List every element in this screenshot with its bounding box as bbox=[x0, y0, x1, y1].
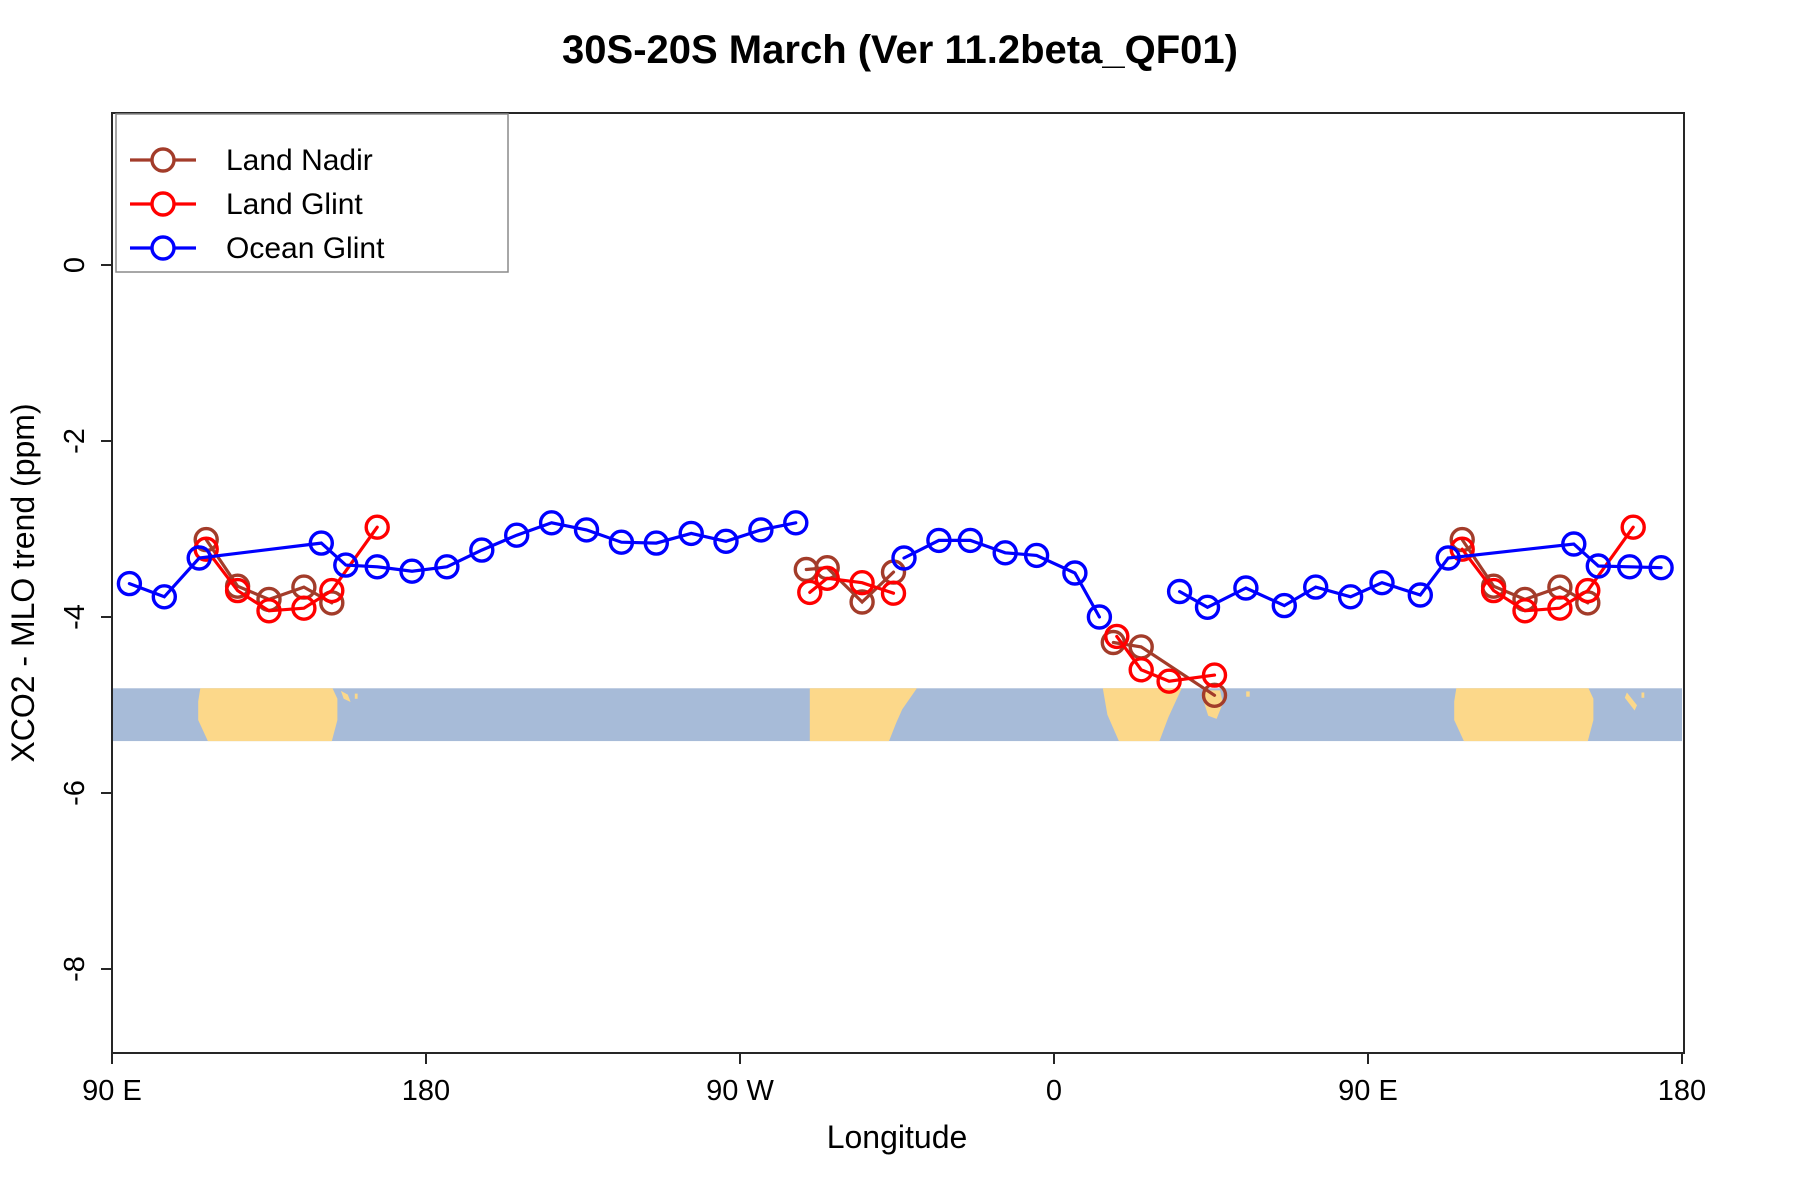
ocean-glint-line bbox=[1177, 542, 1663, 610]
ocean-glint-marker bbox=[364, 554, 390, 580]
land-glint-marker bbox=[797, 579, 823, 606]
ocean-glint-marker bbox=[1233, 575, 1259, 601]
ocean-glint-marker bbox=[434, 554, 460, 580]
land-glint-marker bbox=[291, 595, 317, 621]
map-land-australia bbox=[198, 688, 338, 742]
ocean-glint-marker bbox=[151, 584, 178, 610]
land-glint-marker bbox=[1512, 598, 1538, 624]
land-glint-line bbox=[1115, 634, 1217, 683]
map-land-fiji-dot bbox=[1641, 692, 1645, 698]
map-land-mauritius bbox=[1246, 691, 1250, 697]
legend-marker-sample bbox=[150, 191, 176, 217]
y-axis-label: XCO2 - MLO trend (ppm) bbox=[5, 403, 41, 762]
y-tick-label: -8 bbox=[59, 956, 91, 982]
ocean-glint-marker bbox=[1648, 555, 1674, 581]
land-glint-marker bbox=[1575, 577, 1601, 604]
x-tick-label: 180 bbox=[1658, 1075, 1706, 1107]
ocean-glint-marker bbox=[1337, 584, 1364, 610]
chart-title: 30S-20S March (Ver 11.2beta_QF01) bbox=[562, 28, 1238, 72]
land-glint-marker bbox=[880, 580, 907, 606]
legend-label-land-nadir: Land Nadir bbox=[226, 144, 373, 177]
ocean-glint-marker bbox=[1194, 594, 1221, 620]
ocean-glint-marker bbox=[748, 517, 774, 543]
plot-border bbox=[111, 112, 1685, 1054]
ocean-glint-marker bbox=[1023, 542, 1050, 569]
ocean-glint-marker bbox=[504, 522, 530, 548]
land-glint-marker bbox=[1620, 514, 1646, 540]
ocean-glint-marker bbox=[1302, 574, 1329, 600]
ocean-glint-marker bbox=[1369, 570, 1395, 596]
land-nadir-marker bbox=[1201, 682, 1228, 708]
ocean-glint-marker bbox=[1561, 531, 1587, 557]
land-glint-line bbox=[204, 525, 379, 613]
ocean-glint-marker bbox=[891, 545, 917, 571]
land-glint-marker bbox=[1156, 668, 1182, 694]
land-glint-line bbox=[1460, 525, 1635, 613]
ocean-glint-marker bbox=[957, 527, 983, 554]
ocean-glint-marker bbox=[308, 530, 334, 556]
legend-marker-sample bbox=[150, 147, 176, 173]
ocean-glint-marker bbox=[333, 552, 359, 578]
ocean-glint-marker bbox=[1086, 604, 1113, 630]
land-glint-marker bbox=[1547, 595, 1573, 621]
y-tick-label: 0 bbox=[59, 257, 91, 273]
map-land-island-dot bbox=[354, 693, 358, 699]
ocean-glint-marker bbox=[1166, 578, 1193, 605]
ocean-glint-marker bbox=[643, 530, 669, 556]
map-land-new-caledonia bbox=[1624, 692, 1637, 711]
land-glint-marker bbox=[1480, 577, 1507, 604]
x-tick-label: 90 E bbox=[82, 1075, 142, 1107]
map-land-south-america bbox=[809, 688, 917, 742]
ocean-glint-line bbox=[902, 538, 1102, 619]
map-land-coral-sea-islands bbox=[340, 690, 351, 702]
map-land-africa bbox=[1102, 688, 1182, 742]
ocean-glint-marker bbox=[1435, 545, 1461, 571]
ocean-glint-marker bbox=[116, 570, 143, 597]
ocean-glint-marker bbox=[1062, 560, 1088, 586]
ocean-glint-marker bbox=[186, 545, 212, 571]
y-tick-label: -4 bbox=[59, 604, 91, 630]
ocean-glint-marker bbox=[399, 558, 425, 584]
land-nadir-marker bbox=[849, 589, 875, 615]
land-glint-marker bbox=[319, 577, 345, 604]
ocean-glint-marker bbox=[1271, 592, 1298, 619]
land-glint-marker bbox=[1128, 657, 1154, 683]
ocean-glint-marker bbox=[992, 540, 1018, 566]
ocean-glint-marker bbox=[573, 517, 600, 543]
ocean-glint-line bbox=[127, 521, 798, 599]
x-axis-label: Longitude bbox=[827, 1119, 968, 1155]
land-glint-marker bbox=[814, 565, 840, 591]
x-tick-label: 0 bbox=[1046, 1075, 1062, 1107]
legend-label-ocean-glint: Ocean Glint bbox=[226, 232, 385, 265]
ocean-glint-marker bbox=[783, 510, 809, 536]
x-tick-label: 90 E bbox=[1338, 1075, 1398, 1107]
land-glint-marker bbox=[849, 570, 875, 596]
land-glint-marker bbox=[224, 577, 251, 604]
legend-box bbox=[115, 113, 509, 273]
land-glint-marker bbox=[1201, 662, 1228, 688]
ocean-glint-marker bbox=[1407, 582, 1434, 608]
y-tick-label: -2 bbox=[59, 428, 91, 454]
x-tick-label: 180 bbox=[402, 1075, 450, 1107]
legend-marker-sample bbox=[150, 235, 176, 261]
ocean-glint-marker bbox=[713, 528, 739, 554]
land-glint-marker bbox=[1104, 623, 1130, 650]
ocean-glint-marker bbox=[926, 527, 952, 554]
ocean-glint-marker bbox=[678, 520, 704, 547]
map-land-australia-repeat bbox=[1454, 688, 1594, 742]
land-glint-marker bbox=[256, 598, 282, 624]
legend-label-land-glint: Land Glint bbox=[226, 188, 363, 221]
y-tick-label: -6 bbox=[59, 780, 91, 806]
land-glint-marker bbox=[1449, 536, 1475, 562]
ocean-glint-marker bbox=[538, 510, 565, 536]
x-tick-label: 90 W bbox=[706, 1075, 774, 1107]
land-glint-marker bbox=[364, 514, 390, 540]
ocean-glint-marker bbox=[469, 537, 495, 563]
ocean-glint-marker bbox=[608, 529, 635, 555]
ocean-glint-marker bbox=[1616, 554, 1643, 580]
ocean-glint-marker bbox=[1585, 553, 1612, 579]
